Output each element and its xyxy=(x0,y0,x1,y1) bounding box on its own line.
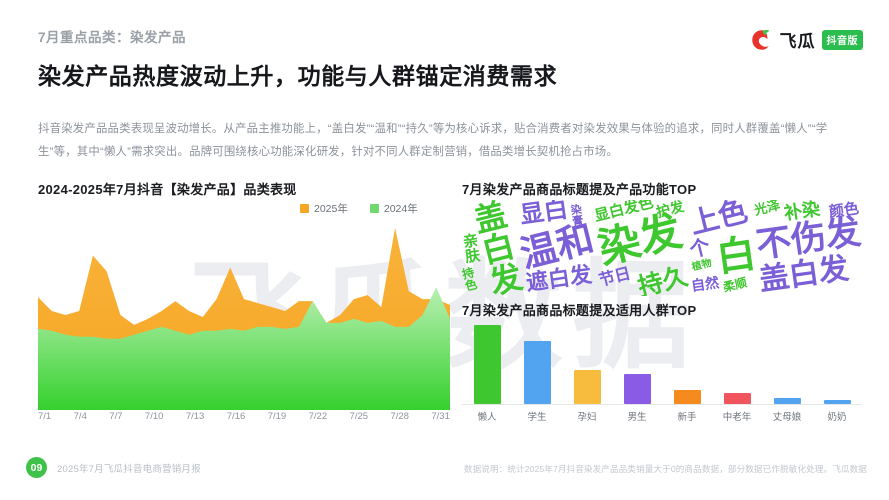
summary-paragraph: 抖音染发产品品类表现呈波动增长。从产品主推功能上，“盖白发”“温和”“持久”等为… xyxy=(38,123,828,158)
wordcloud-word: 持色 xyxy=(460,265,479,293)
page-number-badge: 09 xyxy=(26,457,47,478)
page-title: 染发产品热度波动上升，功能与人群锚定消费需求 xyxy=(38,63,558,89)
wordcloud-word: 自然 xyxy=(689,273,720,294)
wordcloud-word: 补染 xyxy=(782,200,821,224)
wordcloud-word: 颜色 xyxy=(828,200,861,221)
wordcloud-word: 持久 xyxy=(635,261,691,296)
area-chart-x-axis: 7/1 7/4 7/7 7/10 7/13 7/16 7/19 7/22 7/25 7/28 7/3… xyxy=(38,411,450,422)
x-axis-tick: 7/28 xyxy=(390,411,409,422)
x-axis-tick: 7/7 xyxy=(109,411,123,422)
footer-disclaimer: 数据说明：统计2025年7月抖音染发产品品类销量大于0的商品数据，部分数据已作脱… xyxy=(463,464,867,474)
legend-swatch xyxy=(369,204,379,213)
bar-column[interactable] xyxy=(623,322,651,404)
bar-column[interactable] xyxy=(473,322,501,404)
wordcloud-word: 亲肤 xyxy=(460,232,481,265)
bar-category-label: 新手 xyxy=(677,412,697,423)
bar-column[interactable] xyxy=(573,322,601,404)
bar-rect xyxy=(723,392,751,404)
wordcloud: 染发白温和 不伤发 盖白发 盖白发 上色 持久 显白 遮白发个补染 节日 亲肤 显白发色 颜色 自然 护发… xyxy=(460,200,864,296)
bar-category-label: 丈母娘 xyxy=(772,412,802,423)
area-chart-title: 2024-2025年7月抖音【染发产品】品类表现 xyxy=(38,182,297,197)
bar-category-label: 孕妇 xyxy=(577,412,597,423)
bar-rect xyxy=(673,390,701,404)
bar-rect xyxy=(623,374,651,404)
legend-label: 2025年 xyxy=(314,203,348,215)
brand-badge: 抖音版 xyxy=(821,29,863,50)
bar-column[interactable] xyxy=(723,322,751,404)
wordcloud-word: 柔顺 xyxy=(721,275,749,295)
page-header: 7月重点品类：染发产品 染发产品热度波动上升，功能与人群锚定消费需求 xyxy=(38,26,557,91)
bar-chart-x-axis: 懒人 学生 孕妇 男生 新手 中老年 丈母娘 奶奶 xyxy=(462,409,862,423)
wordcloud-word: 染膏 xyxy=(568,202,584,227)
footer-report-name: 2025年7月飞瓜抖音电商营销月报 xyxy=(57,463,201,475)
bar-column[interactable] xyxy=(773,322,801,404)
x-axis-tick: 7/25 xyxy=(349,411,369,422)
legend-item: 2025年 xyxy=(300,201,348,216)
page-kicker: 7月重点品类：染发产品 xyxy=(38,30,187,45)
x-axis-tick: 7/16 xyxy=(226,411,246,422)
bar-category-label: 男生 xyxy=(627,412,647,423)
area-chart-legend: 2025年 2024年 xyxy=(300,201,418,216)
bar-chart-title: 7月染发产品商品标题提及适用人群TOP xyxy=(462,303,697,318)
wordcloud-word: 植物 xyxy=(690,257,713,274)
bar-rect xyxy=(773,398,801,404)
x-axis-tick: 7/4 xyxy=(73,411,87,422)
brand-logo: 飞瓜 抖音版 xyxy=(750,27,863,52)
area-chart xyxy=(38,227,450,410)
bar-category-label: 懒人 xyxy=(477,412,497,423)
footer-left: 09 2025年7月飞瓜抖音电商营销月报 xyxy=(26,457,201,478)
wordcloud-word: 护发 xyxy=(654,200,686,221)
bar-rect xyxy=(523,340,551,404)
wordcloud-word: 显白 xyxy=(517,200,570,229)
bar-category-label: 学生 xyxy=(527,412,547,423)
bar-column[interactable] xyxy=(673,322,701,404)
legend-item: 2024年 xyxy=(369,201,418,216)
bar-rect xyxy=(473,325,501,404)
wordcloud-title: 7月染发产品商品标题提及产品功能TOP xyxy=(462,182,697,197)
x-axis-tick: 7/10 xyxy=(144,411,164,422)
x-axis-tick: 7/1 xyxy=(38,411,52,422)
x-axis-tick: 7/22 xyxy=(308,411,328,422)
bar-rect xyxy=(573,370,601,404)
x-axis-tick: 7/31 xyxy=(431,411,450,422)
area-series-2024 xyxy=(38,287,450,410)
bar-chart xyxy=(462,322,862,404)
x-axis-tick: 7/19 xyxy=(267,411,287,422)
bar-category-label: 中老年 xyxy=(722,412,752,423)
wordcloud-word: 白 xyxy=(708,232,757,277)
feigua-swoosh-icon xyxy=(751,29,769,50)
legend-swatch xyxy=(300,204,309,213)
bar-chart-baseline xyxy=(462,404,862,405)
brand-name: 飞瓜 xyxy=(779,32,816,51)
bar-column[interactable] xyxy=(823,322,851,404)
x-axis-tick: 7/13 xyxy=(185,411,205,422)
bar-category-label: 奶奶 xyxy=(827,412,847,423)
bar-rect xyxy=(823,399,851,404)
wordcloud-word: 光泽 xyxy=(752,200,782,219)
legend-label: 2024年 xyxy=(383,203,418,215)
bar-column[interactable] xyxy=(523,322,551,404)
wordcloud-word: 遮白发 xyxy=(524,261,594,296)
